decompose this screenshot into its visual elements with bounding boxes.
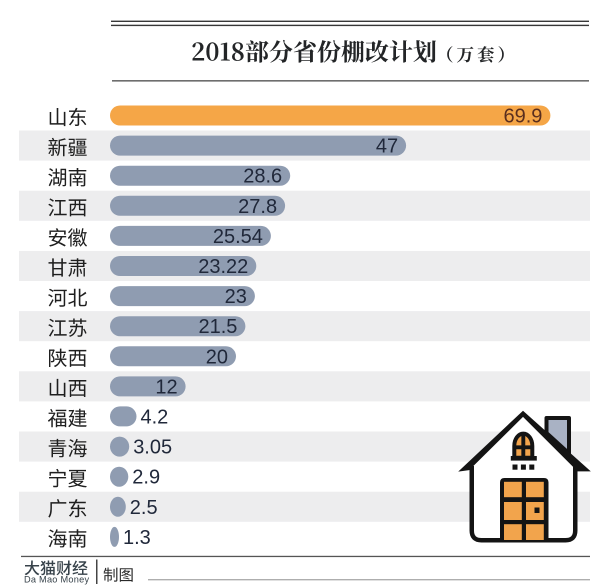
svg-text:2.9: 2.9 [132,467,160,489]
svg-text:27.8: 27.8 [238,196,277,218]
svg-text:28.6: 28.6 [243,166,282,188]
svg-text:Da Mao Money: Da Mao Money [24,575,89,585]
svg-text:20: 20 [206,346,228,368]
svg-text:2.5: 2.5 [130,497,158,519]
svg-text:69.9: 69.9 [503,106,542,128]
svg-text:25.54: 25.54 [213,226,263,248]
svg-text:23: 23 [225,286,247,308]
svg-text:23.22: 23.22 [198,256,248,278]
svg-text:4.2: 4.2 [141,406,169,428]
svg-text:21.5: 21.5 [198,316,237,338]
svg-text:47: 47 [376,136,398,158]
svg-text:12: 12 [155,376,177,398]
svg-text:1.3: 1.3 [123,527,151,549]
svg-text:3.05: 3.05 [133,437,172,459]
